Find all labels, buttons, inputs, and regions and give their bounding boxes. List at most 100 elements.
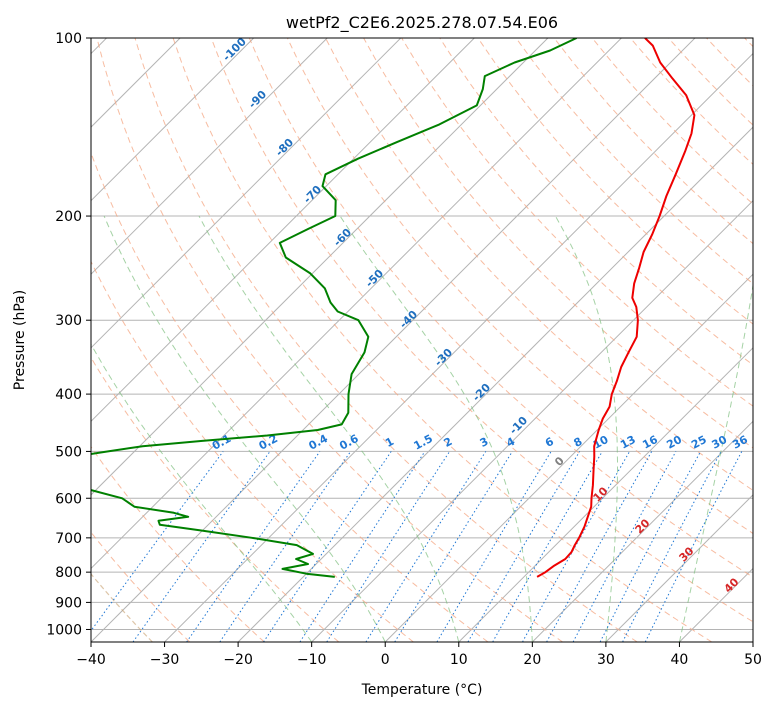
dewpoint-line — [91, 38, 578, 578]
temperature-line — [536, 38, 696, 578]
moist-adiabat-label: -10 — [507, 414, 530, 437]
dry-adiabat-line — [91, 151, 489, 642]
isotherm-line — [91, 38, 475, 423]
moist-adiabat-label: -50 — [363, 267, 386, 290]
dry-adiabat-line — [172, 38, 713, 642]
mixing-ratio-label: 6 — [543, 435, 556, 450]
moist-adiabat-line — [91, 343, 313, 642]
dry-adiabat-line — [553, 38, 753, 245]
dry-adiabat-line — [744, 38, 753, 48]
isotherm-line — [91, 38, 255, 202]
x-axis-label: Temperature (°C) — [361, 682, 483, 698]
dry-adiabat-line — [91, 445, 265, 642]
dry-adiabat-line — [134, 38, 638, 642]
moist-adiabat-line — [678, 282, 753, 642]
dry-adiabat-line — [706, 38, 753, 87]
moist-adiabat-label: 0 — [552, 454, 567, 469]
dry-adiabat-line — [210, 38, 753, 623]
moist-adiabat-label: -60 — [331, 226, 354, 249]
moist-adiabat-label: 30 — [677, 544, 697, 564]
y-tick-label: 200 — [55, 209, 82, 225]
x-tick-label: 50 — [744, 652, 762, 668]
mixing-ratio-label: 13 — [618, 433, 638, 452]
y-tick-label: 400 — [55, 387, 82, 403]
y-tick-label: 1000 — [46, 622, 82, 638]
mixing-ratio-line — [91, 451, 224, 632]
plot-frame — [90, 37, 754, 643]
mixing-ratio-label: 0.4 — [307, 432, 331, 453]
mixing-ratio-label: 20 — [664, 433, 684, 452]
dry-adiabat-line — [96, 38, 563, 642]
mixing-ratio-line — [186, 451, 321, 642]
isotherm-line — [531, 420, 753, 642]
dry-adiabat-line — [91, 260, 414, 642]
mixing-ratio-label: 3 — [478, 435, 491, 450]
y-tick-label: 300 — [55, 313, 82, 329]
mixing-ratio-line — [644, 451, 743, 642]
mixing-ratio-label: 8 — [572, 435, 585, 450]
moist-adiabat-line — [198, 215, 460, 642]
isotherm-line — [752, 641, 753, 642]
isotherm-line — [164, 52, 753, 642]
isobar-gridlines — [91, 38, 753, 630]
dry-adiabat-line — [325, 38, 753, 491]
x-tick-label: 40 — [671, 652, 689, 668]
y-axis: 100 200 300 400 500 600 700 800 900 1000 — [46, 31, 91, 638]
moist-adiabat-line — [103, 215, 386, 642]
dry-adiabat-line — [286, 38, 753, 535]
moist-adiabat-label: -40 — [397, 308, 420, 331]
dry-adiabats — [91, 38, 753, 642]
mixing-ratio-line — [572, 451, 677, 642]
plot-area: 0.1 0.2 0.4 0.6 1 1.5 2 3 4 6 8 10 13 16 20 25 30 36 -100… — [91, 35, 753, 642]
mixing-ratio-line — [365, 451, 487, 642]
x-tick-label: 10 — [450, 652, 468, 668]
mixing-ratio-lines — [91, 451, 743, 642]
mixing-ratio-line — [326, 451, 451, 642]
theta-curves — [91, 573, 153, 642]
mixing-ratio-line — [467, 451, 581, 642]
isotherm-line — [91, 38, 549, 496]
mixing-ratio-label: 30 — [710, 433, 730, 452]
isotherm-line — [91, 38, 622, 570]
isotherm-line — [91, 38, 402, 349]
x-axis: −40 −30 −20 −10 0 10 20 30 40 50 — [76, 642, 762, 668]
dry-adiabat-line — [91, 531, 191, 642]
mixing-ratio-line — [299, 451, 426, 642]
moist-adiabat-label: -100 — [220, 35, 249, 64]
mixing-ratio-line — [263, 451, 392, 642]
y-tick-label: 700 — [55, 531, 82, 547]
mixing-ratio-label: 25 — [689, 433, 709, 452]
y-axis-label: Pressure (hPa) — [12, 290, 28, 390]
mixing-ratio-label: 36 — [730, 433, 750, 452]
x-tick-label: −20 — [223, 652, 253, 668]
mixing-ratio-line — [132, 451, 271, 642]
moist-adiabats — [91, 215, 753, 642]
isotherm-line — [311, 199, 753, 642]
dry-adiabat-line — [248, 38, 753, 578]
moist-adiabat-line — [339, 215, 533, 642]
dry-adiabat-line — [515, 38, 753, 285]
isotherm-line — [91, 38, 328, 275]
moist-adiabat-label: 20 — [633, 516, 653, 536]
mixing-ratio-line — [219, 451, 352, 642]
mixing-ratio-label: 0.1 — [210, 432, 233, 453]
chart-title: wetPf2_C2E6.2025.278.07.54.E06 — [286, 13, 558, 33]
isotherm-line — [384, 273, 753, 642]
x-tick-label: −30 — [150, 652, 180, 668]
moist-adiabat-label: -80 — [273, 136, 296, 159]
x-tick-label: 20 — [523, 652, 541, 668]
x-tick-label: −40 — [76, 652, 106, 668]
y-tick-label: 600 — [55, 491, 82, 507]
profile-series — [91, 38, 696, 578]
y-tick-label: 100 — [55, 31, 82, 47]
mixing-ratio-label: 1 — [383, 435, 396, 450]
mixing-ratio-label: 1.5 — [412, 432, 435, 453]
moist-adiabat-label: -70 — [301, 183, 324, 206]
y-tick-label: 500 — [55, 444, 82, 460]
mixing-ratio-line — [522, 451, 631, 642]
mixing-ratio-line — [546, 451, 653, 642]
isotherm-line — [237, 126, 753, 642]
x-tick-label: −10 — [297, 652, 327, 668]
moist-adiabat-line — [554, 215, 618, 642]
